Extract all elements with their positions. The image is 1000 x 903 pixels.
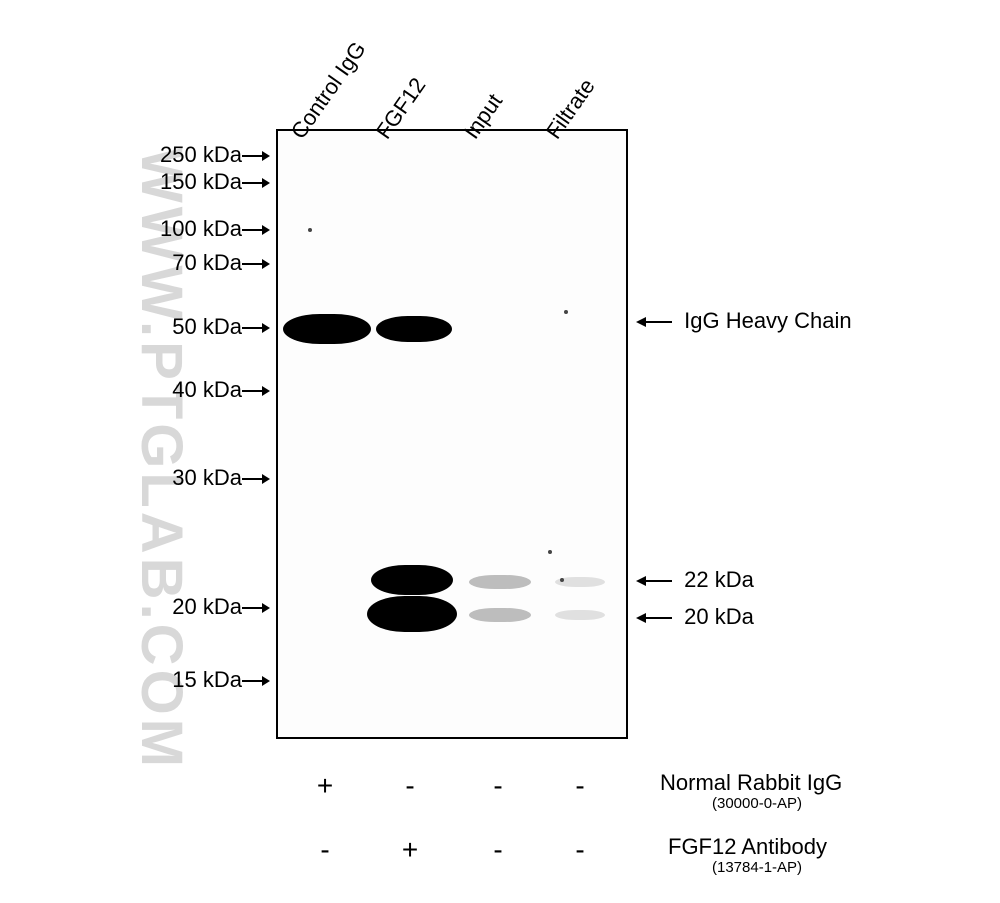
arrow-left-icon — [636, 611, 672, 625]
pm-row2-lane1: - — [310, 834, 340, 866]
pm-row1-lane4: - — [565, 770, 595, 802]
band-igg-hc-lane2 — [376, 316, 452, 342]
speck — [308, 228, 312, 232]
annot-text: 22 kDa — [684, 567, 754, 592]
band-20kda-lane4 — [555, 610, 605, 620]
arrow-left-icon — [636, 315, 672, 329]
pm-row1-lane3: - — [483, 770, 513, 802]
annot-text: IgG Heavy Chain — [684, 308, 852, 333]
annot-text: 20 kDa — [684, 604, 754, 629]
pm-row1-lane1: + — [310, 770, 340, 802]
western-blot-figure: WWW.PTGLAB.COM Control IgG FGF12 Input F… — [0, 0, 1000, 903]
mw-text: 70 kDa — [172, 250, 242, 275]
arrow-right-icon — [242, 472, 270, 486]
band-fgf12-20kda-lane2 — [367, 596, 457, 632]
mw-marker-150: 150 kDa — [144, 169, 270, 195]
mw-text: 250 kDa — [160, 142, 242, 167]
band-igg-hc-lane1 — [283, 314, 371, 344]
annot-22kda: 22 kDa — [636, 567, 754, 593]
mw-text: 100 kDa — [160, 216, 242, 241]
mw-text: 150 kDa — [160, 169, 242, 194]
band-fgf12-22kda-lane2 — [371, 565, 453, 595]
mw-marker-50: 50 kDa — [144, 314, 270, 340]
pm-row2-lane3: - — [483, 834, 513, 866]
arrow-right-icon — [242, 601, 270, 615]
speck — [560, 578, 564, 582]
arrow-right-icon — [242, 384, 270, 398]
mw-marker-30: 30 kDa — [144, 465, 270, 491]
row1-label: Normal Rabbit IgG — [660, 770, 842, 796]
blot-membrane — [276, 129, 628, 739]
speck — [548, 550, 552, 554]
mw-marker-40: 40 kDa — [144, 377, 270, 403]
row2-label: FGF12 Antibody — [668, 834, 827, 860]
pm-row1-lane2: - — [395, 770, 425, 802]
arrow-right-icon — [242, 149, 270, 163]
mw-text: 15 kDa — [172, 667, 242, 692]
mw-text: 50 kDa — [172, 314, 242, 339]
mw-text: 30 kDa — [172, 465, 242, 490]
mw-marker-20: 20 kDa — [144, 594, 270, 620]
mw-text: 40 kDa — [172, 377, 242, 402]
arrow-right-icon — [242, 321, 270, 335]
annot-20kda: 20 kDa — [636, 604, 754, 630]
arrow-right-icon — [242, 674, 270, 688]
mw-marker-15: 15 kDa — [144, 667, 270, 693]
pm-row2-lane2: + — [395, 834, 425, 866]
band-22kda-lane3 — [469, 575, 531, 589]
arrow-left-icon — [636, 574, 672, 588]
pm-row2-lane4: - — [565, 834, 595, 866]
row2-sub: (13784-1-AP) — [712, 859, 802, 876]
band-20kda-lane3 — [469, 608, 531, 622]
speck — [564, 310, 568, 314]
annot-igg-heavy-chain: IgG Heavy Chain — [636, 308, 852, 334]
lane-label-control-igg: Control IgG — [286, 37, 372, 144]
arrow-right-icon — [242, 223, 270, 237]
mw-marker-250: 250 kDa — [144, 142, 270, 168]
arrow-right-icon — [242, 257, 270, 271]
row1-sub: (30000-0-AP) — [712, 795, 802, 812]
mw-marker-70: 70 kDa — [144, 250, 270, 276]
mw-marker-100: 100 kDa — [144, 216, 270, 242]
arrow-right-icon — [242, 176, 270, 190]
mw-text: 20 kDa — [172, 594, 242, 619]
